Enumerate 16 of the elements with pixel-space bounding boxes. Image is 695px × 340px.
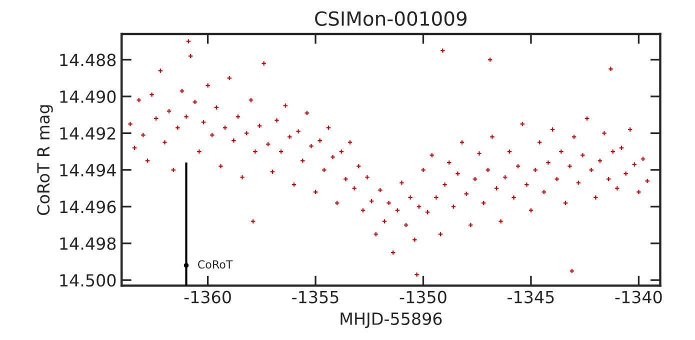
annotation: CoRoT: [198, 260, 233, 269]
x-tick-label: -1360: [184, 290, 231, 304]
x-tick-label: -1340: [615, 290, 662, 304]
y-axis-title: CoRoT R mag: [37, 105, 53, 215]
y-tick-label: 14.492: [60, 127, 116, 140]
x-tick-label: -1350: [400, 290, 446, 304]
y-tick-label: 14.494: [60, 164, 116, 176]
y-tick-label: 14.498: [60, 237, 116, 250]
y-tick-label: 14.500: [60, 274, 116, 287]
x-tick-label: -1345: [508, 290, 554, 304]
x-tick-label: -1355: [292, 290, 338, 304]
x-axis-title: MHJD-55896: [340, 312, 442, 328]
y-tick-label: 14.496: [60, 200, 116, 214]
y-tick-label: 14.488: [60, 54, 116, 66]
y-tick-label: 14.490: [60, 90, 116, 104]
chart-title: CSIMon-001009: [315, 11, 467, 26]
